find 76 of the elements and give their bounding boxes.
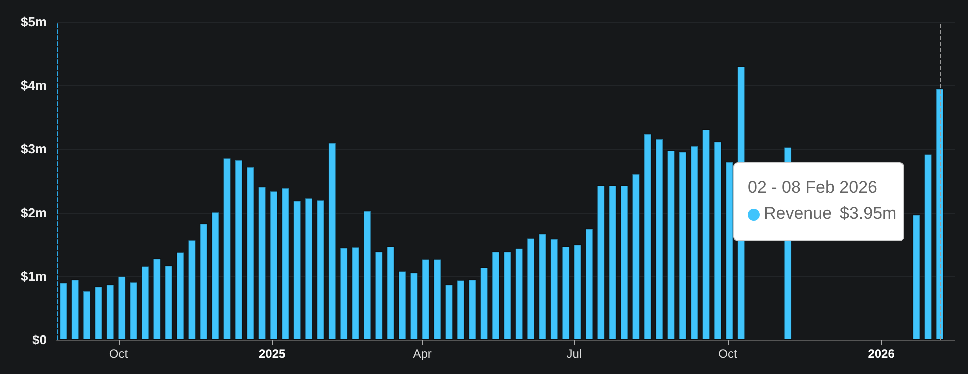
x-tick-label: Apr <box>413 347 432 361</box>
bar <box>212 212 220 340</box>
x-tick-label: Oct <box>718 347 738 361</box>
bar <box>550 238 558 340</box>
bar <box>538 234 547 340</box>
x-tick-label: Jul <box>566 347 582 361</box>
bar <box>456 280 465 340</box>
bar <box>398 271 407 340</box>
bar <box>504 252 512 340</box>
bar <box>667 150 676 340</box>
bar <box>608 185 617 340</box>
bar <box>118 276 126 340</box>
x-tick-label: Oct <box>109 347 129 361</box>
bar <box>188 240 196 340</box>
bar <box>363 210 372 340</box>
bar <box>282 188 290 340</box>
bar <box>223 158 232 340</box>
bar <box>644 134 652 340</box>
bar <box>468 280 477 340</box>
bar <box>726 162 734 340</box>
bar <box>480 267 488 340</box>
bar <box>410 272 418 340</box>
bar <box>562 246 570 340</box>
bar <box>352 247 360 340</box>
bar <box>422 259 430 340</box>
bar <box>492 252 500 340</box>
bar <box>60 282 68 340</box>
legend-label: Revenue <box>764 204 832 223</box>
bar <box>912 214 921 340</box>
bar <box>270 191 278 340</box>
bar <box>83 291 92 340</box>
bar <box>340 248 348 340</box>
bar <box>597 185 606 340</box>
bar <box>153 258 162 340</box>
bar <box>94 286 103 340</box>
bar <box>585 228 594 340</box>
y-tick-label: $3m <box>20 142 47 157</box>
bar <box>574 244 582 340</box>
bar <box>620 185 629 340</box>
bar <box>71 280 80 340</box>
y-tick-label: $0 <box>32 332 47 348</box>
annotation: 02 - 08 Feb 2026 <box>748 178 878 197</box>
annotation: $3.95m <box>840 204 897 223</box>
bar <box>690 146 699 340</box>
bar <box>258 186 266 340</box>
y-tick-label: $2m <box>20 205 47 220</box>
bar <box>445 284 454 340</box>
x-tick-label: 2026 <box>868 347 896 361</box>
bar <box>632 174 640 340</box>
bar <box>234 160 243 340</box>
bar <box>305 198 314 340</box>
bar <box>714 142 722 340</box>
bar <box>434 259 442 340</box>
bar <box>702 129 710 340</box>
y-tick-label: $5m <box>20 14 47 30</box>
bar <box>924 154 932 340</box>
bar <box>375 252 384 340</box>
bar <box>246 167 255 340</box>
bar <box>106 284 114 340</box>
y-tick-label: $4m <box>20 78 47 94</box>
bar <box>328 142 336 340</box>
bar <box>678 152 687 340</box>
bar <box>656 139 664 340</box>
bar <box>936 88 944 340</box>
bar <box>141 266 150 340</box>
x-tick-label: 2025 <box>258 347 286 361</box>
bar <box>316 200 325 340</box>
bar <box>200 224 208 340</box>
bar <box>515 248 524 340</box>
bar <box>527 238 536 340</box>
bar <box>176 252 185 340</box>
bar <box>130 282 138 340</box>
bar <box>164 266 173 340</box>
y-tick-label: $1m <box>20 268 47 284</box>
bar <box>293 200 302 340</box>
bar <box>386 246 395 340</box>
